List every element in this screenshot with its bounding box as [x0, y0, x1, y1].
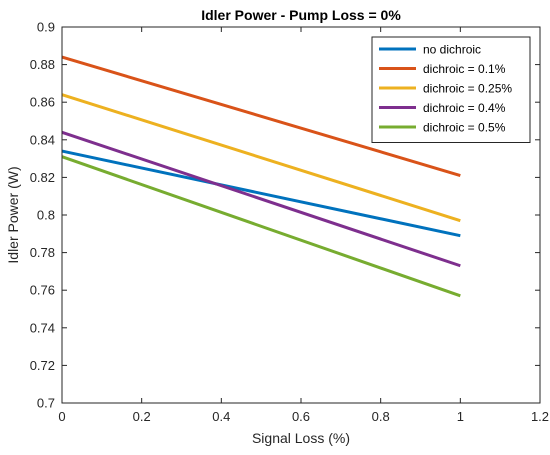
y-tick-label: 0.84 — [30, 132, 55, 147]
y-tick-label: 0.88 — [30, 57, 55, 72]
x-axis-label: Signal Loss (%) — [252, 430, 350, 446]
legend-label-1: no dichroic — [423, 43, 481, 57]
chart-title: Idler Power - Pump Loss = 0% — [201, 7, 401, 23]
legend-box — [371, 36, 531, 143]
y-tick-label: 0.78 — [30, 245, 55, 260]
series-line-1 — [61, 149, 461, 238]
y-tick-label: 0.9 — [37, 20, 55, 35]
y-tick-label: 0.8 — [37, 208, 55, 223]
series-layer — [61, 55, 461, 298]
x-tick-label: 0.4 — [212, 409, 230, 424]
y-tick-label: 0.74 — [30, 320, 55, 335]
x-tick-label: 1 — [457, 409, 464, 424]
y-tick-label: 0.86 — [30, 95, 55, 110]
legend-label-3: dichroic = 0.25% — [423, 82, 512, 96]
legend: no dichroic dichroic = 0.1% dichroic = 0.2… — [371, 36, 531, 143]
y-tick-label: 0.82 — [30, 170, 55, 185]
series-line-5 — [61, 155, 461, 298]
legend-label-2: dichroic = 0.1% — [423, 62, 506, 76]
y-tick-label: 0.7 — [37, 396, 55, 411]
x-tick-label: 1.2 — [531, 409, 549, 424]
y-axis-label: Idler Power (W) — [5, 166, 21, 263]
y-tick-label: 0.72 — [30, 358, 55, 373]
x-tick-label: 0.8 — [372, 409, 390, 424]
series-line-3 — [61, 93, 461, 223]
x-tick-label: 0.2 — [133, 409, 151, 424]
legend-label-4: dichroic = 0.4% — [423, 101, 506, 115]
y-tick-label: 0.76 — [30, 283, 55, 298]
axes-layer: 0 0.2 0.4 0.6 0.8 1 1.2 0.7 0.72 0.74 0.76 0.78 0.8 0… — [30, 20, 549, 425]
x-tick-label: 0 — [58, 409, 65, 424]
x-tick-label: 0.6 — [292, 409, 310, 424]
series-line-4 — [61, 130, 461, 268]
series-line-2 — [61, 55, 461, 177]
legend-label-5: dichroic = 0.5% — [423, 121, 506, 135]
